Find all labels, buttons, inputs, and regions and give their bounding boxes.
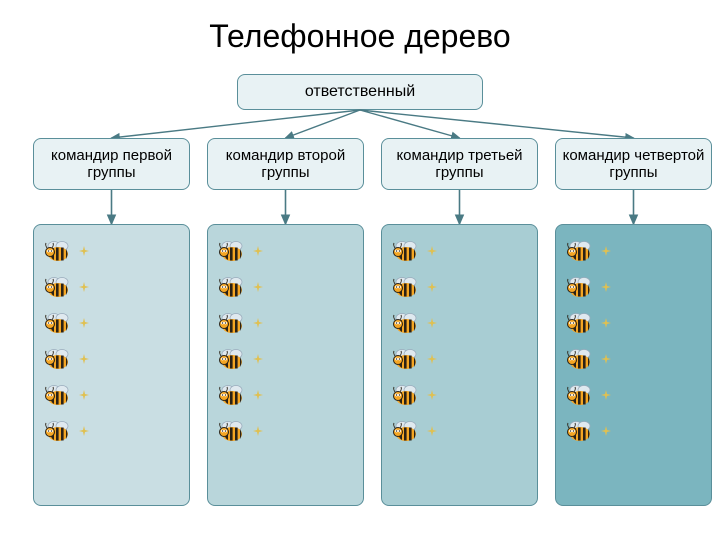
bee-icon (390, 381, 424, 409)
bee-item (42, 309, 181, 337)
sparkle-icon (427, 282, 437, 292)
commander-label: командир третьей группы (388, 147, 531, 182)
sparkle-icon (253, 246, 263, 256)
bee-item (564, 273, 703, 301)
bee-item (216, 417, 355, 445)
root-node: ответственный (237, 74, 483, 110)
bee-icon (42, 273, 76, 301)
bee-icon (216, 237, 250, 265)
bee-item (390, 273, 529, 301)
bee-item (564, 381, 703, 409)
sparkle-icon (427, 318, 437, 328)
bee-item (216, 345, 355, 373)
group-box-2 (207, 224, 364, 506)
bee-item (564, 309, 703, 337)
bee-item (390, 417, 529, 445)
sparkle-icon (79, 354, 89, 364)
bee-item (216, 381, 355, 409)
bee-icon (216, 381, 250, 409)
bee-icon (390, 273, 424, 301)
bee-icon (42, 237, 76, 265)
bee-item (390, 345, 529, 373)
sparkle-icon (601, 426, 611, 436)
bee-item (390, 237, 529, 265)
group-box-3 (381, 224, 538, 506)
bee-icon (42, 345, 76, 373)
bee-item (42, 381, 181, 409)
sparkle-icon (427, 390, 437, 400)
bee-icon (42, 309, 76, 337)
sparkle-icon (601, 390, 611, 400)
bee-icon (390, 309, 424, 337)
sparkle-icon (253, 426, 263, 436)
sparkle-icon (253, 282, 263, 292)
sparkle-icon (427, 426, 437, 436)
group-box-1 (33, 224, 190, 506)
commander-node-3: командир третьей группы (381, 138, 538, 190)
bee-item (42, 417, 181, 445)
bee-item (216, 237, 355, 265)
bee-item (564, 345, 703, 373)
sparkle-icon (79, 282, 89, 292)
bee-icon (564, 417, 598, 445)
bee-item (216, 309, 355, 337)
bee-item (390, 381, 529, 409)
commander-label: командир второй группы (214, 147, 357, 182)
sparkle-icon (601, 318, 611, 328)
sparkle-icon (427, 246, 437, 256)
sparkle-icon (253, 318, 263, 328)
bee-item (390, 309, 529, 337)
bee-icon (216, 273, 250, 301)
bee-item (42, 237, 181, 265)
bee-icon (564, 309, 598, 337)
commander-label: командир четвертой группы (562, 147, 705, 182)
bee-icon (564, 345, 598, 373)
sparkle-icon (253, 390, 263, 400)
sparkle-icon (253, 354, 263, 364)
bee-item (564, 417, 703, 445)
sparkle-icon (79, 390, 89, 400)
root-label: ответственный (305, 83, 415, 101)
commander-node-1: командир первой группы (33, 138, 190, 190)
sparkle-icon (601, 246, 611, 256)
bee-icon (564, 381, 598, 409)
commander-node-2: командир второй группы (207, 138, 364, 190)
bee-icon (216, 345, 250, 373)
bee-item (42, 345, 181, 373)
sparkle-icon (79, 318, 89, 328)
bee-item (216, 273, 355, 301)
bee-icon (42, 381, 76, 409)
bee-icon (390, 417, 424, 445)
sparkle-icon (601, 282, 611, 292)
sparkle-icon (79, 426, 89, 436)
group-box-4 (555, 224, 712, 506)
bee-item (42, 273, 181, 301)
commander-node-4: командир четвертой группы (555, 138, 712, 190)
bee-icon (564, 237, 598, 265)
bee-item (564, 237, 703, 265)
sparkle-icon (427, 354, 437, 364)
commander-label: командир первой группы (40, 147, 183, 182)
page-title: Телефонное дерево (0, 18, 720, 55)
bee-icon (564, 273, 598, 301)
bee-icon (390, 345, 424, 373)
bee-icon (390, 237, 424, 265)
sparkle-icon (601, 354, 611, 364)
bee-icon (216, 417, 250, 445)
bee-icon (216, 309, 250, 337)
sparkle-icon (79, 246, 89, 256)
bee-icon (42, 417, 76, 445)
